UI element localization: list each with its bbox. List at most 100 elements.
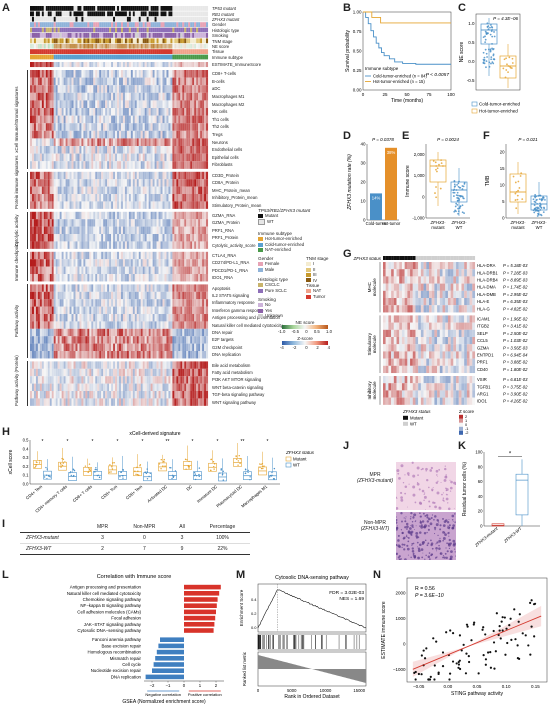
annotation-cell xyxy=(182,33,185,38)
heatmap-cell xyxy=(55,266,58,275)
heatmap-cell xyxy=(134,328,137,337)
heatmap-cell xyxy=(107,351,110,359)
heatmap-cell xyxy=(174,186,177,195)
annotation-cell xyxy=(33,54,36,60)
annotation-cell xyxy=(95,11,98,17)
heatmap-cell xyxy=(73,259,76,267)
heatmap-cell xyxy=(198,161,201,169)
heatmap-cell xyxy=(99,100,102,109)
heatmap-cell xyxy=(67,219,70,227)
heatmap-cell xyxy=(95,274,98,282)
heatmap-cell xyxy=(91,376,94,384)
heatmap-cell xyxy=(192,361,195,369)
heatmap-cell xyxy=(65,226,68,235)
heatmap-cell xyxy=(103,211,106,220)
annotation-cell xyxy=(152,27,155,33)
annotation-cell xyxy=(126,6,129,11)
heatmap-cell xyxy=(103,328,106,337)
annotation-cell xyxy=(71,54,74,60)
heatmap-cell xyxy=(105,234,108,242)
heatmap-cell xyxy=(156,251,159,260)
heatmap-cell xyxy=(158,130,161,139)
heatmap-cell xyxy=(154,306,157,315)
annotation-cell xyxy=(115,54,118,60)
heatmap-cell xyxy=(113,100,116,109)
heatmap-cell xyxy=(61,336,64,344)
heatmap-cell xyxy=(202,299,205,307)
heatmap-cell xyxy=(103,171,106,180)
heatmap-cell xyxy=(105,321,108,329)
heatmap-cell xyxy=(85,284,88,292)
heatmap-cell xyxy=(124,241,127,249)
heatmap-cell xyxy=(95,100,98,109)
heatmap-row-label: TP53 mutant xyxy=(212,6,236,12)
heatmap-cell xyxy=(164,314,167,322)
heatmap-cell xyxy=(202,62,205,68)
heatmap-cell xyxy=(174,146,177,154)
heatmap-cell xyxy=(39,186,42,195)
heatmap-cell xyxy=(73,92,76,101)
heatmap-row-label: CD3D_Protein xyxy=(212,172,239,178)
heatmap-cell xyxy=(31,138,35,147)
heatmap-cell xyxy=(35,211,38,220)
annotation-cell xyxy=(192,43,195,49)
heatmap-cell xyxy=(144,251,147,260)
heatmap-cell xyxy=(117,70,120,78)
heatmap-row-label: ZFHX3 mutant xyxy=(212,16,240,22)
heatmap-cell xyxy=(130,146,133,154)
heatmap-cell xyxy=(63,291,66,300)
heatmap-cell xyxy=(91,259,94,267)
heatmap-cell xyxy=(200,343,203,352)
heatmap-cell xyxy=(81,361,84,369)
heatmap-cell xyxy=(200,328,203,337)
heatmap-cell xyxy=(180,361,183,369)
heatmap-cell xyxy=(81,368,84,377)
legend-tnm-i: I xyxy=(306,261,328,266)
heatmap-cell xyxy=(170,130,173,139)
annotation-cell xyxy=(81,33,84,38)
heatmap-cell xyxy=(178,306,181,315)
heatmap-cell xyxy=(31,70,35,78)
heatmap-cell xyxy=(99,85,102,93)
heatmap-cell xyxy=(63,62,66,68)
annotation-cell xyxy=(35,11,38,17)
heatmap-cell xyxy=(186,130,189,139)
heatmap-cell xyxy=(194,115,197,124)
heatmap-cell xyxy=(97,376,100,384)
heatmap-cell xyxy=(198,153,201,162)
heatmap-cell xyxy=(113,259,116,267)
heatmap-cell xyxy=(176,201,179,209)
heatmap-cell xyxy=(101,234,104,242)
heatmap-cell xyxy=(103,153,106,162)
annotation-cell xyxy=(130,54,133,60)
heatmap-cell xyxy=(93,314,96,322)
heatmap-cell xyxy=(128,201,131,209)
heatmap-cell xyxy=(158,92,161,101)
heatmap-cell xyxy=(91,343,94,352)
annotation-cell xyxy=(174,43,177,49)
legend-hot-label: Hot-tumor-enriched xyxy=(265,236,303,242)
annotation-cell xyxy=(75,43,78,49)
heatmap-cell xyxy=(186,241,189,249)
heatmap-cell xyxy=(93,259,96,267)
heatmap-cell xyxy=(146,274,149,282)
heatmap-cell xyxy=(162,259,165,267)
heatmap-cell xyxy=(138,251,141,260)
annotation-cell xyxy=(194,22,197,27)
heatmap-cell xyxy=(115,368,118,377)
heatmap-cell xyxy=(107,115,110,124)
annotation-cell xyxy=(200,43,203,49)
heatmap-cell xyxy=(39,219,42,227)
heatmap-cell xyxy=(178,226,181,235)
heatmap-cell xyxy=(142,398,145,406)
heatmap-cell xyxy=(144,306,147,315)
heatmap-cell xyxy=(30,234,33,242)
heatmap-cell xyxy=(115,241,118,249)
heatmap-cell xyxy=(41,321,44,329)
heatmap-cell xyxy=(117,241,120,249)
heatmap-cell xyxy=(176,234,179,242)
heatmap-cell xyxy=(47,138,50,147)
annotation-cell xyxy=(63,16,66,22)
heatmap-cell xyxy=(124,343,127,352)
annotation-cell xyxy=(71,27,74,33)
